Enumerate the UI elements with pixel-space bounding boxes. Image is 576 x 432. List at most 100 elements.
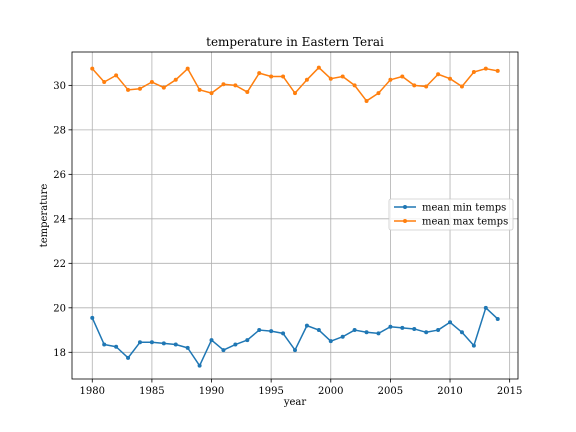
series-mean-min-temps — [90, 305, 500, 368]
data-point — [137, 340, 142, 345]
data-point — [173, 342, 178, 347]
data-point — [149, 80, 154, 85]
data-point — [185, 345, 190, 350]
x-tick-label: 1995 — [258, 386, 283, 397]
data-point — [185, 66, 190, 71]
data-point — [149, 340, 154, 345]
data-point — [126, 87, 131, 92]
y-tick-label: 24 — [53, 214, 66, 225]
data-point — [233, 342, 238, 347]
data-point — [424, 330, 429, 335]
data-point — [388, 324, 393, 329]
data-point — [459, 330, 464, 335]
legend-marker-min — [403, 205, 407, 209]
data-point — [257, 71, 262, 76]
data-point — [483, 305, 488, 310]
data-point — [245, 338, 250, 343]
data-point — [352, 328, 357, 333]
x-tick-label: 1980 — [80, 386, 105, 397]
data-point — [495, 68, 500, 73]
y-tick-label: 30 — [53, 81, 66, 92]
data-point — [459, 84, 464, 89]
data-point — [126, 355, 131, 360]
data-point — [388, 77, 393, 82]
y-tick-label: 26 — [53, 170, 66, 181]
x-tick-label: 2015 — [497, 386, 522, 397]
data-point — [209, 91, 214, 96]
data-point — [316, 65, 321, 70]
data-point — [495, 316, 500, 321]
data-point — [102, 342, 107, 347]
data-point — [316, 328, 321, 333]
x-axis: 1980 1985 1990 1995 2000 2005 2010 2015 — [80, 379, 522, 397]
data-point — [161, 341, 166, 346]
data-point — [304, 77, 309, 82]
chart-title: temperature in Eastern Terai — [206, 35, 384, 49]
x-tick-label: 2000 — [318, 386, 343, 397]
data-point — [328, 339, 333, 344]
data-point — [257, 328, 262, 333]
data-point — [436, 72, 441, 77]
x-axis-label: year — [283, 397, 307, 408]
data-point — [173, 77, 178, 82]
data-point — [448, 76, 453, 81]
y-tick-label: 18 — [53, 348, 66, 359]
data-point — [412, 83, 417, 88]
data-point — [114, 344, 119, 349]
legend-marker-max — [403, 219, 407, 223]
y-axis-label: temperature — [39, 184, 50, 248]
data-point — [436, 328, 441, 333]
data-point — [137, 86, 142, 91]
data-point — [471, 343, 476, 348]
data-point — [114, 73, 119, 78]
data-point — [340, 334, 345, 339]
x-tick-label: 1990 — [199, 386, 224, 397]
data-point — [412, 326, 417, 331]
series-layer — [90, 65, 500, 368]
data-point — [269, 74, 274, 79]
data-point — [197, 87, 202, 92]
legend: mean min temps mean max temps — [388, 198, 514, 231]
data-point — [376, 331, 381, 336]
data-point — [90, 315, 95, 320]
data-point — [304, 323, 309, 328]
x-tick-label: 2005 — [378, 386, 403, 397]
data-point — [233, 83, 238, 88]
data-point — [293, 91, 297, 96]
data-point — [293, 348, 297, 353]
y-axis: 18 20 22 24 26 28 30 — [53, 81, 72, 359]
data-point — [209, 338, 214, 343]
legend-box — [388, 198, 514, 231]
y-tick-label: 28 — [53, 125, 66, 136]
data-point — [221, 348, 226, 353]
series-line — [91, 307, 499, 367]
x-tick-label: 2010 — [437, 386, 462, 397]
data-point — [102, 80, 107, 85]
data-point — [400, 74, 405, 79]
data-point — [221, 82, 226, 87]
y-tick-label: 22 — [53, 259, 66, 270]
data-point — [269, 329, 274, 334]
legend-label-max: mean max temps — [422, 217, 508, 228]
data-point — [328, 76, 333, 81]
data-point — [400, 325, 405, 330]
data-point — [340, 74, 345, 79]
data-point — [352, 83, 357, 88]
data-point — [161, 85, 166, 90]
series-line — [91, 66, 498, 102]
x-tick-label: 1985 — [139, 386, 164, 397]
data-point — [376, 91, 381, 96]
legend-label-min: mean min temps — [422, 203, 506, 214]
data-point — [483, 66, 488, 71]
data-point — [448, 320, 453, 325]
plot-area-frame — [71, 51, 519, 380]
series-mean-max-temps — [90, 65, 500, 103]
data-point — [424, 84, 429, 89]
y-tick-label: 20 — [53, 303, 66, 314]
data-point — [281, 331, 286, 336]
data-point — [364, 98, 369, 103]
data-point — [245, 90, 250, 95]
data-point — [471, 70, 476, 75]
data-point — [197, 363, 202, 368]
